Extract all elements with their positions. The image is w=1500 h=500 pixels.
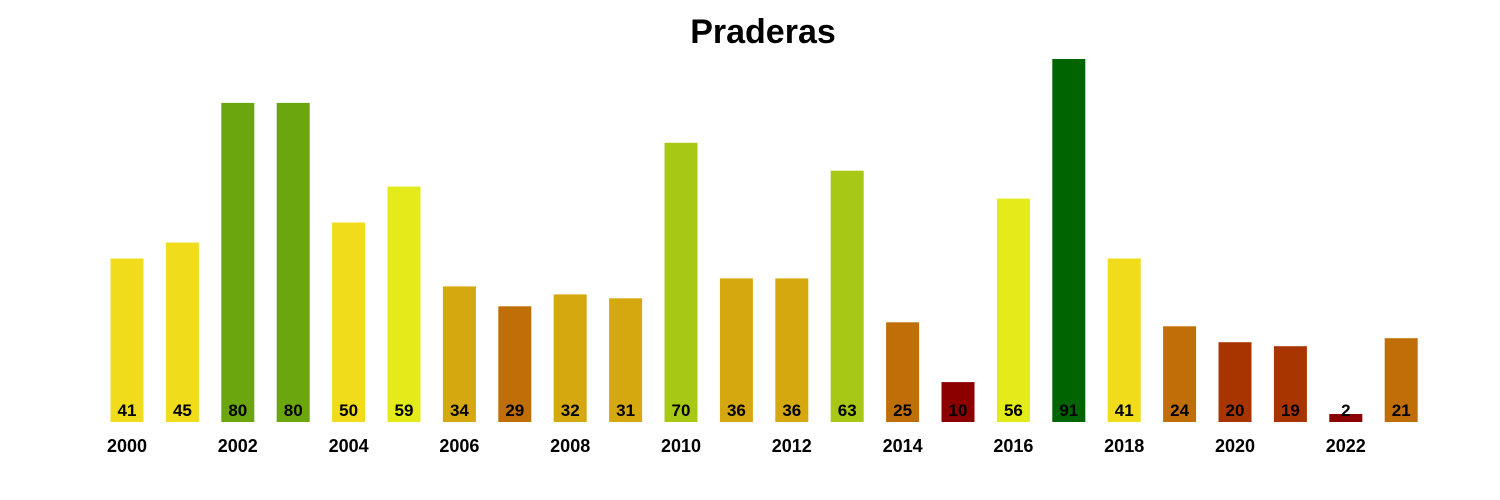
bar-2005: [387, 186, 421, 422]
bar-2022: [1329, 414, 1363, 422]
bar-2008: [553, 294, 587, 422]
x-tick-label-2012: 2012: [772, 436, 812, 456]
bar-2021: [1273, 346, 1307, 422]
bars-group: [110, 59, 1418, 423]
data-label-2023: 21: [1392, 401, 1411, 420]
x-tick-label-2004: 2004: [329, 436, 369, 456]
bar-2014: [886, 322, 920, 422]
bar-2016: [996, 198, 1030, 422]
data-label-2022: 2: [1341, 401, 1350, 420]
bar-2017: [1052, 59, 1086, 422]
bar-2002: [221, 102, 255, 423]
data-label-2006: 34: [450, 401, 469, 420]
data-label-2009: 31: [616, 401, 635, 420]
data-label-2020: 20: [1226, 401, 1245, 420]
x-tick-label-2018: 2018: [1104, 436, 1144, 456]
x-tick-label-2020: 2020: [1215, 436, 1255, 456]
bar-2001: [165, 242, 199, 422]
data-label-2019: 24: [1170, 401, 1189, 420]
data-label-2004: 50: [339, 401, 358, 420]
bar-2009: [609, 298, 643, 422]
bar-2006: [442, 286, 476, 422]
bar-2012: [775, 278, 809, 422]
chart-title: Praderas: [690, 13, 836, 51]
x-tick-label-2014: 2014: [883, 436, 923, 456]
bar-2013: [830, 170, 864, 422]
data-label-2002: 80: [228, 401, 247, 420]
data-label-2013: 63: [838, 401, 857, 420]
data-label-2014: 25: [893, 401, 912, 420]
bar-2010: [664, 142, 698, 423]
x-tick-label-2016: 2016: [993, 436, 1033, 456]
data-label-2015: 10: [949, 401, 968, 420]
data-label-2018: 41: [1115, 401, 1134, 420]
data-label-2017: 91: [1059, 401, 1078, 420]
data-label-2008: 32: [561, 401, 580, 420]
data-label-2010: 70: [672, 401, 691, 420]
bar-2000: [110, 258, 144, 422]
x-tick-label-2008: 2008: [550, 436, 590, 456]
data-label-2011: 36: [727, 401, 746, 420]
bar-2007: [498, 306, 532, 422]
bar-2004: [332, 222, 366, 422]
bar-2011: [719, 278, 753, 422]
data-label-2005: 59: [395, 401, 414, 420]
x-tick-label-2000: 2000: [107, 436, 147, 456]
x-tick-label-2006: 2006: [439, 436, 479, 456]
x-tick-label-2002: 2002: [218, 436, 258, 456]
bar-2020: [1218, 342, 1252, 422]
data-label-2021: 19: [1281, 401, 1300, 420]
bar-2003: [276, 102, 310, 423]
bar-2019: [1163, 326, 1197, 422]
bar-2015: [941, 382, 975, 422]
data-label-2012: 36: [782, 401, 801, 420]
data-label-2016: 56: [1004, 401, 1023, 420]
bar-2018: [1107, 258, 1141, 422]
data-label-2001: 45: [173, 401, 192, 420]
data-label-2007: 29: [505, 401, 524, 420]
x-tick-label-2010: 2010: [661, 436, 701, 456]
bar-2023: [1384, 338, 1418, 422]
data-label-2000: 41: [118, 401, 137, 420]
x-axis-tick-labels: 2000 2002 2004 2006 2008 2010 2012 2014 2016 2018…: [107, 436, 1366, 456]
value-labels-group: 41 45 80 80 50 59 34 29 32 31 70 36 36 63 25 10 56 91 41 24…: [118, 401, 1411, 420]
x-tick-label-2022: 2022: [1326, 436, 1366, 456]
data-label-2003: 80: [284, 401, 303, 420]
